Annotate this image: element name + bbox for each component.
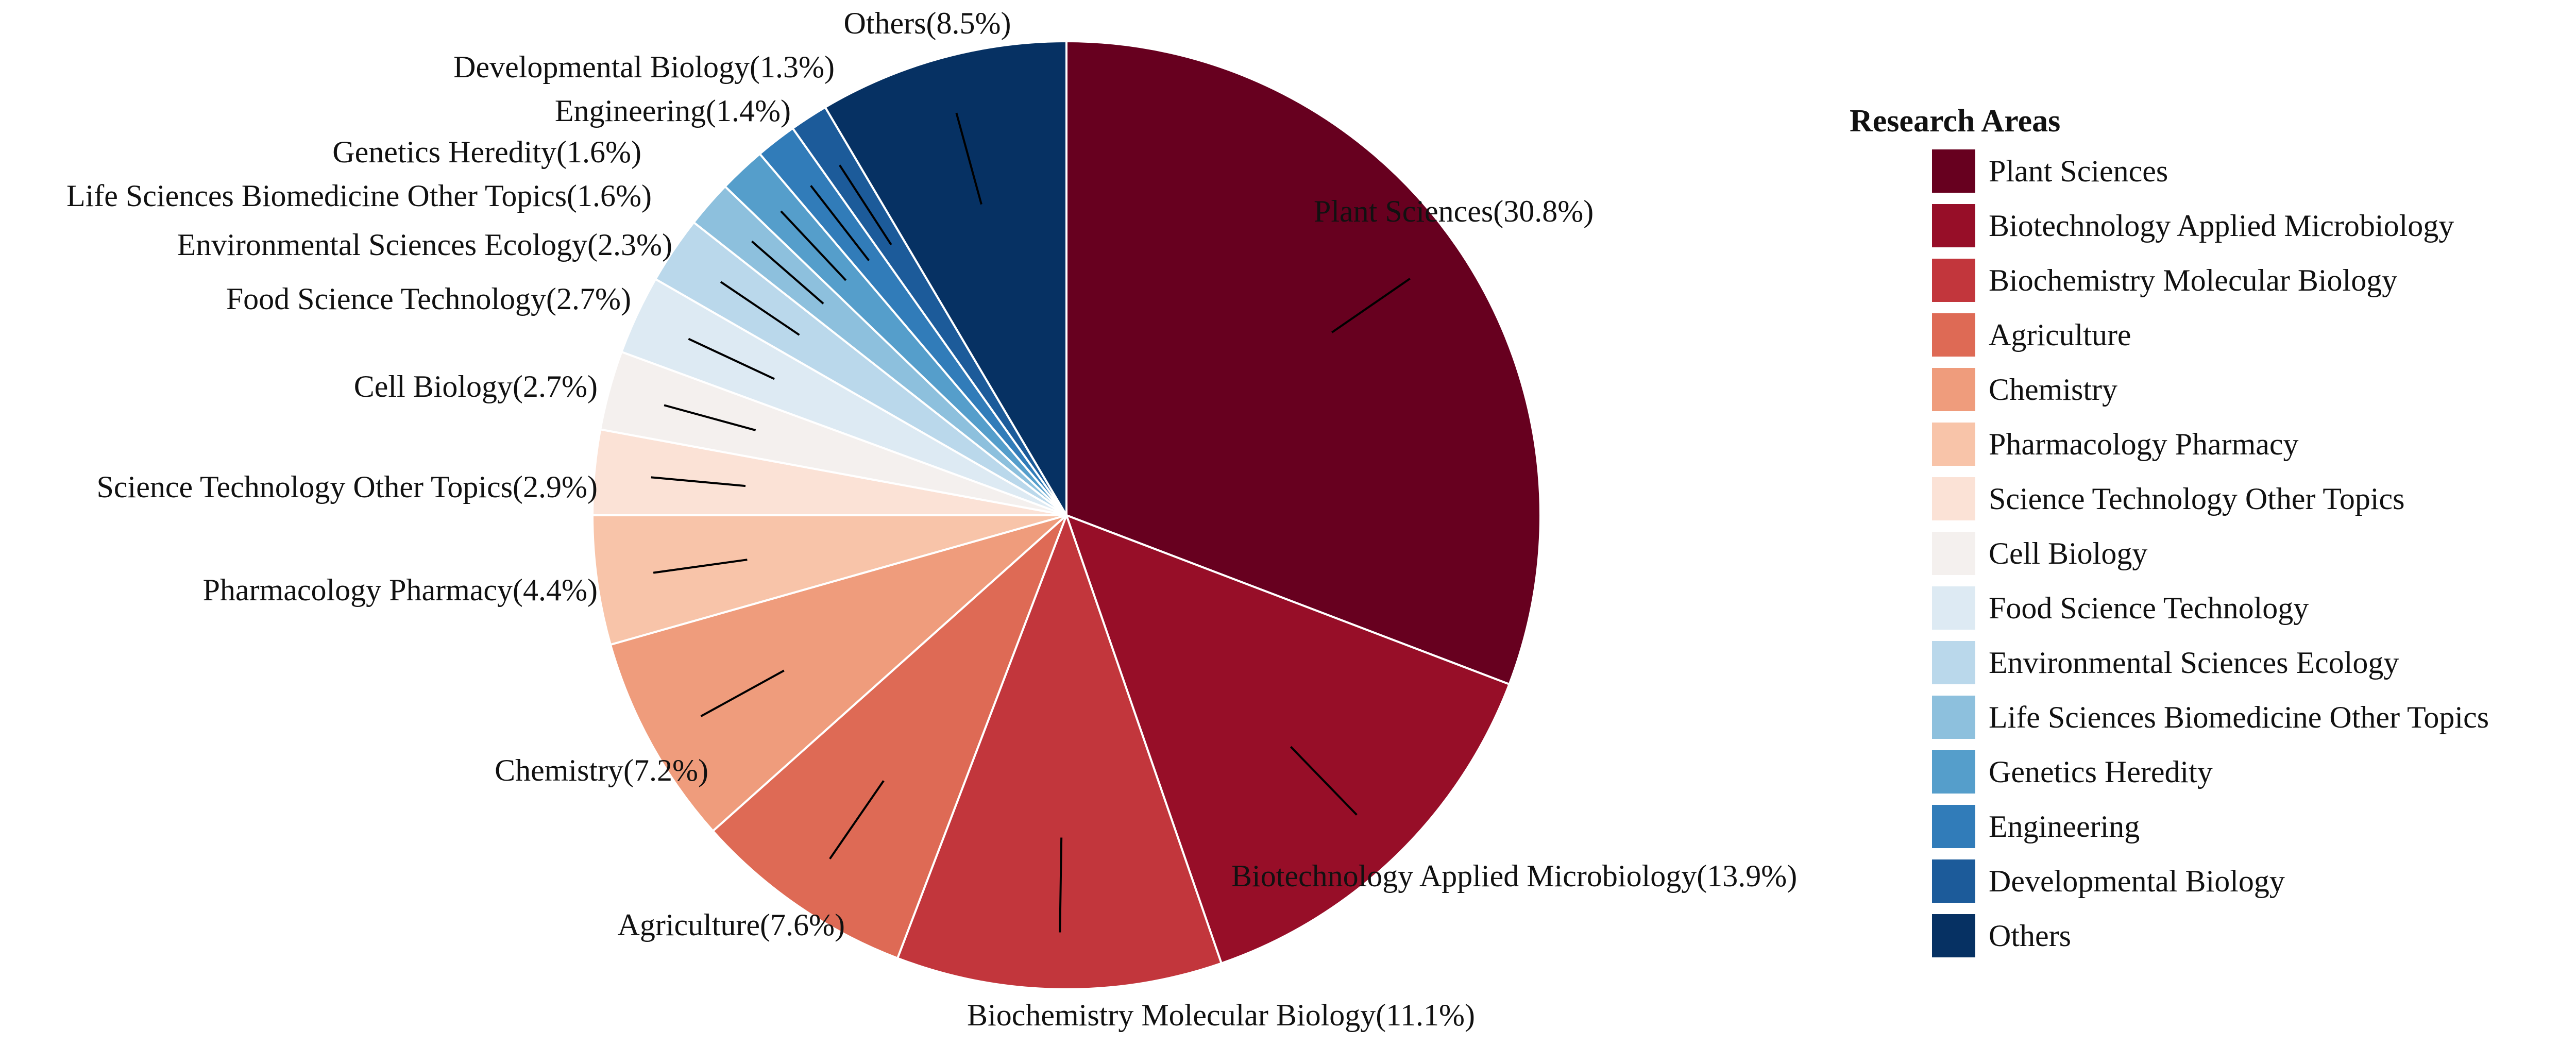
slice-labels: Plant Sciences(30.8%) Biotechnology Appli…: [66, 6, 1797, 1032]
legend-swatch: [1932, 696, 1975, 739]
pie-slice: [711, 514, 1067, 960]
leader-line: [1331, 278, 1411, 333]
leader-line: [810, 185, 870, 261]
legend-swatch: [1932, 586, 1975, 630]
legend-label: Genetics Heredity: [1989, 755, 2213, 789]
leader-line: [829, 780, 885, 859]
legend-swatch: [1932, 259, 1975, 302]
legend-swatch: [1932, 477, 1975, 520]
pie-slice: [896, 512, 1223, 990]
leader-line: [1290, 746, 1358, 816]
legend-label: Chemistry: [1989, 373, 2117, 407]
leader-line: [688, 338, 775, 380]
legend-swatch: [1932, 423, 1975, 466]
slice-label: Chemistry(7.2%): [495, 753, 708, 787]
slice-label: Environmental Sciences Ecology(2.3%): [177, 228, 672, 262]
leader-line: [780, 210, 847, 281]
legend-label: Food Science Technology: [1989, 591, 2309, 625]
legend-swatch: [1932, 313, 1975, 357]
legend-swatch: [1932, 859, 1975, 903]
slice-label: Life Sciences Biomedicine Other Topics(1…: [66, 179, 652, 213]
legend-swatch: [1932, 204, 1975, 247]
pie-slice: [1065, 40, 1541, 686]
leader-line: [653, 559, 748, 574]
leader-line: [720, 281, 800, 336]
pie-slice: [1064, 513, 1511, 965]
leader-lines: [651, 112, 1411, 933]
legend-label: Cell Biology: [1989, 536, 2147, 570]
slice-label: Cell Biology(2.7%): [354, 369, 598, 403]
legend-label: Biochemistry Molecular Biology: [1989, 263, 2397, 297]
slice-label: Biotechnology Applied Microbiology(13.9%…: [1231, 859, 1797, 893]
legend-label: Biotechnology Applied Microbiology: [1989, 209, 2454, 243]
legend-label: Engineering: [1989, 809, 2140, 843]
legend-label: Plant Sciences: [1989, 154, 2168, 188]
slice-label: Plant Sciences(30.8%): [1314, 194, 1594, 228]
slice-label: Agriculture(7.6%): [617, 908, 845, 942]
slice-label: Biochemistry Molecular Biology(11.1%): [967, 998, 1475, 1032]
leader-line: [839, 164, 892, 246]
slice-label: Pharmacology Pharmacy(4.4%): [203, 573, 598, 607]
legend-label: Environmental Sciences Ecology: [1989, 646, 2399, 680]
legend-label: Agriculture: [1989, 318, 2131, 352]
slice-label: Science Technology Other Topics(2.9%): [97, 470, 598, 504]
legend-swatch: [1932, 641, 1975, 684]
slice-label: Developmental Biology(1.3%): [453, 50, 835, 84]
slice-label: Others(8.5%): [844, 6, 1011, 40]
legend-swatch: [1932, 750, 1975, 794]
leader-line: [651, 476, 746, 487]
leader-line: [1059, 837, 1063, 933]
pie-slice: [609, 514, 1067, 833]
legend-label: Pharmacology Pharmacy: [1989, 427, 2299, 461]
leader-line: [700, 669, 785, 717]
legend-label: Life Sciences Biomedicine Other Topics: [1989, 700, 2489, 734]
legend-swatch: [1932, 368, 1975, 411]
legend-swatch: [1932, 532, 1975, 575]
legend-swatch: [1932, 149, 1975, 193]
legend: Research Areas Plant Sciences Biotechnolo…: [1850, 104, 2489, 957]
legend-label: Science Technology Other Topics: [1989, 482, 2405, 516]
legend-swatch: [1932, 914, 1975, 957]
pie-slices: [591, 40, 1541, 990]
legend-label: Developmental Biology: [1989, 864, 2285, 898]
leader-line: [751, 240, 824, 305]
slice-label: Engineering(1.4%): [555, 94, 791, 128]
legend-title: Research Areas: [1850, 104, 2060, 139]
slice-label: Genetics Heredity(1.6%): [332, 135, 641, 169]
legend-swatch: [1932, 805, 1975, 848]
leader-line: [955, 112, 982, 205]
pie-slice: [591, 514, 1067, 646]
pie-slice: [823, 40, 1067, 519]
slice-label: Food Science Technology(2.7%): [226, 282, 631, 316]
legend-label: Others: [1989, 919, 2071, 953]
leader-line: [664, 404, 756, 431]
